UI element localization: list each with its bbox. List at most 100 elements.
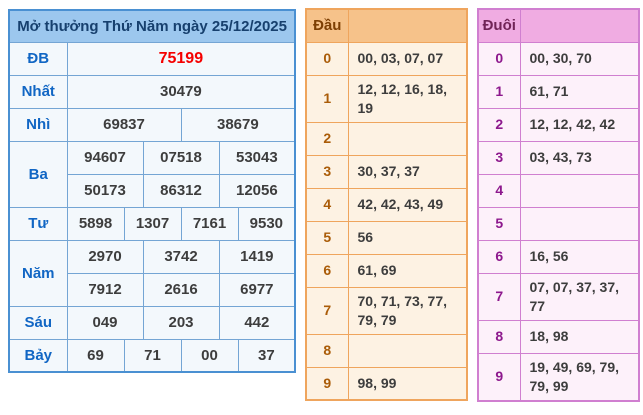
prize-label-ba: Ba	[8, 140, 68, 208]
prize-label-nhi: Nhì	[8, 107, 68, 142]
prize-row-sau: Sáu 049 203 442	[8, 305, 296, 340]
dau-values: 56	[347, 220, 468, 255]
prize-label-nhat: Nhất	[8, 74, 68, 109]
dau-values	[347, 333, 468, 368]
prize-value: 07518	[142, 140, 220, 175]
prize-value: 7912	[66, 272, 144, 307]
prize-value: 86312	[142, 173, 220, 208]
prize-label-tu: Tư	[8, 206, 68, 241]
prize-value: 6977	[218, 272, 296, 307]
prize-value: 69837	[66, 107, 182, 142]
prize-value: 94607	[66, 140, 144, 175]
prize-value: 50173	[66, 173, 144, 208]
duoi-digit: 0	[477, 41, 521, 76]
prize-row-db: ĐB 75199	[8, 41, 296, 76]
dau-values: 30, 37, 37	[347, 154, 468, 189]
dau-row: 5 56	[305, 220, 468, 255]
prize-label-bay: Bảy	[8, 338, 68, 373]
duoi-values: 00, 30, 70	[519, 41, 640, 76]
dau-row: 7 70, 71, 73, 77, 79, 79	[305, 286, 468, 335]
duoi-digit: 1	[477, 74, 521, 109]
prize-value: 1307	[123, 206, 182, 241]
prize-table: Mở thưởng Thứ Năm ngày 25/12/2025 ĐB 751…	[8, 9, 297, 373]
duoi-header-spacer	[519, 8, 640, 43]
duoi-digit: 8	[477, 319, 521, 354]
dau-values: 70, 71, 73, 77, 79, 79	[347, 286, 468, 335]
prize-row-nhi: Nhì 69837 38679	[8, 107, 296, 142]
dau-digit: 5	[305, 220, 349, 255]
duoi-row: 8 18, 98	[477, 319, 640, 354]
prize-value: 9530	[237, 206, 296, 241]
dau-row: 9 98, 99	[305, 366, 468, 401]
dau-table: Đầu 0 00, 03, 07, 07 1 12, 12, 16, 18, 1…	[305, 8, 468, 401]
duoi-row: 6 16, 56	[477, 239, 640, 274]
dau-digit: 7	[305, 286, 349, 335]
prize-row-nam-2: 7912 2616 6977	[9, 272, 296, 307]
dau-digit: 1	[305, 74, 349, 123]
prize-value: 69	[66, 338, 125, 373]
dau-values: 61, 69	[347, 253, 468, 288]
dau-values	[347, 121, 468, 156]
duoi-values	[519, 206, 640, 241]
duoi-digit: 7	[477, 272, 521, 321]
duoi-digit: 2	[477, 107, 521, 142]
prize-value: 5898	[66, 206, 125, 241]
duoi-values: 19, 49, 69, 79, 79, 99	[519, 352, 640, 401]
dau-row: 2	[305, 121, 468, 156]
dau-digit: 2	[305, 121, 349, 156]
dau-values: 98, 99	[347, 366, 468, 401]
dau-digit: 0	[305, 41, 349, 76]
dau-digit: 9	[305, 366, 349, 401]
prize-value: 442	[218, 305, 296, 340]
prize-value: 2970	[66, 239, 144, 274]
duoi-row: 0 00, 30, 70	[477, 41, 640, 76]
dau-row: 4 42, 42, 43, 49	[305, 187, 468, 222]
dau-row: 1 12, 12, 16, 18, 19	[305, 74, 468, 123]
prize-value: 12056	[218, 173, 296, 208]
dau-values: 42, 42, 43, 49	[347, 187, 468, 222]
prize-row-tu: Tư 5898 1307 7161 9530	[8, 206, 296, 241]
duoi-digit: 3	[477, 140, 521, 175]
dau-row: 0 00, 03, 07, 07	[305, 41, 468, 76]
prize-value: 30479	[66, 74, 296, 109]
prize-row-ba-2: 50173 86312 12056	[9, 173, 296, 208]
prize-value: 37	[237, 338, 296, 373]
duoi-row: 9 19, 49, 69, 79, 79, 99	[477, 352, 640, 401]
prize-value: 1419	[218, 239, 296, 274]
duoi-row: 7 07, 07, 37, 37, 77	[477, 272, 640, 321]
prize-label-db: ĐB	[8, 41, 68, 76]
duoi-digit: 4	[477, 173, 521, 208]
prize-label-nam: Năm	[8, 239, 68, 307]
prize-value-db: 75199	[66, 41, 296, 76]
duoi-values	[519, 173, 640, 208]
dau-digit: 3	[305, 154, 349, 189]
prize-value: 3742	[142, 239, 220, 274]
prize-value: 38679	[180, 107, 296, 142]
duoi-row: 1 61, 71	[477, 74, 640, 109]
duoi-row: 3 03, 43, 73	[477, 140, 640, 175]
duoi-digit: 5	[477, 206, 521, 241]
duoi-table-title: Đuôi	[477, 8, 521, 43]
dau-values: 00, 03, 07, 07	[347, 41, 468, 76]
duoi-row: 2 12, 12, 42, 42	[477, 107, 640, 142]
duoi-values: 03, 43, 73	[519, 140, 640, 175]
dau-row: 3 30, 37, 37	[305, 154, 468, 189]
duoi-values: 07, 07, 37, 37, 77	[519, 272, 640, 321]
prize-value: 00	[180, 338, 239, 373]
dau-table-title: Đầu	[305, 8, 349, 43]
prize-label-sau: Sáu	[8, 305, 68, 340]
prize-value: 049	[66, 305, 144, 340]
dau-values: 12, 12, 16, 18, 19	[347, 74, 468, 123]
dau-header-spacer	[347, 8, 468, 43]
prize-value: 7161	[180, 206, 239, 241]
prize-row-nam: Năm 2970 3742 1419	[8, 239, 296, 307]
duoi-values: 16, 56	[519, 239, 640, 274]
duoi-digit: 9	[477, 352, 521, 401]
prize-value: 2616	[142, 272, 220, 307]
dau-digit: 6	[305, 253, 349, 288]
prize-value: 53043	[218, 140, 296, 175]
dau-row: 6 61, 69	[305, 253, 468, 288]
prize-row-ba: Ba 94607 07518 53043	[8, 140, 296, 208]
duoi-digit: 6	[477, 239, 521, 274]
